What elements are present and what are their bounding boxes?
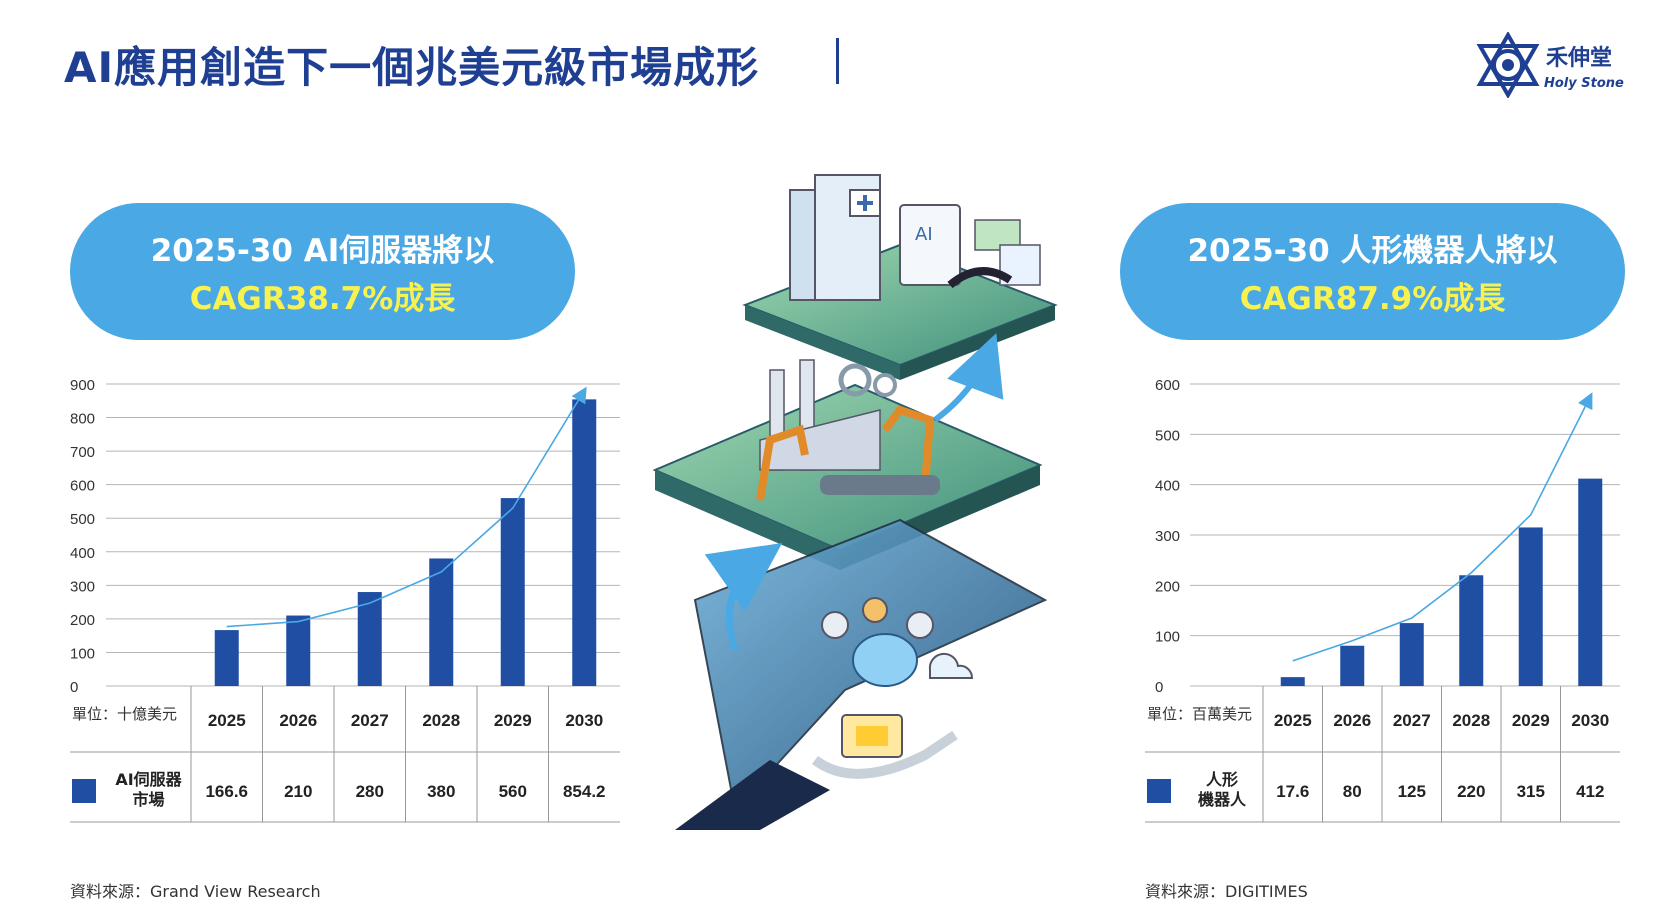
ai-industry-illustration: AI [652,174,1058,830]
bar-2029 [1518,527,1543,686]
bar-2027 [357,592,382,686]
y-tick-label: 500 [1155,427,1180,444]
y-tick-label: 900 [70,377,95,394]
x-tick-label-2029: 2029 [1512,711,1550,730]
x-tick-label-2027: 2027 [351,711,389,730]
x-tick-label-2026: 2026 [1333,711,1371,730]
left-pill-line1: 2025-30 AI伺服器將以 [150,233,495,269]
y-tick-label: 600 [1155,377,1180,394]
x-tick-label-2029: 2029 [494,711,532,730]
x-tick-label-2027: 2027 [1393,711,1431,730]
x-tick-label-2028: 2028 [1452,711,1490,730]
x-tick-label-2028: 2028 [422,711,460,730]
trend-arrow [1292,392,1593,662]
factory-board-illustration [652,333,1043,570]
data-label-2029: 315 [1517,782,1545,801]
hospital-board-illustration: AI [742,174,1058,380]
data-label-2025: 17.6 [1276,782,1309,801]
unit-label: 單位：百萬美元 [1147,705,1252,723]
y-tick-label: 0 [1155,679,1163,696]
y-tick-label: 400 [70,545,95,562]
y-tick-label: 400 [1155,478,1180,495]
series-label-line1: AI伺服器 [115,770,182,789]
bar-2030 [1578,478,1603,686]
left-pill-line2: CAGR38.7%成長 [189,281,456,317]
holy-stone-logo-icon [1476,30,1540,100]
data-label-2030: 854.2 [563,782,606,801]
y-tick-label: 0 [70,679,78,696]
legend-swatch [72,779,96,803]
bar-2025 [1280,677,1305,686]
unit-label: 單位：十億美元 [72,705,177,723]
data-label-2029: 560 [499,782,527,801]
data-label-2025: 166.6 [205,782,248,801]
x-tick-label-2026: 2026 [279,711,317,730]
svg-text:AI: AI [915,224,933,245]
series-label-line2: 機器人 [1198,790,1247,809]
y-tick-label: 800 [70,411,95,428]
page-title: AI應用創造下一個兆美元級市場成形 [64,43,760,92]
right-pill-line2: CAGR87.9%成長 [1239,281,1506,317]
bar-2026 [1340,645,1365,686]
y-tick-label: 600 [70,478,95,495]
series-label-line2: 市場 [132,790,164,809]
trend-arrow [226,386,587,628]
right-source-note: 資料來源：DIGITIMES [1145,882,1308,901]
logo-text-cn: 禾伸堂 [1546,46,1613,71]
bar-2030 [572,399,597,686]
data-label-2027: 125 [1398,782,1426,801]
data-label-2028: 220 [1457,782,1485,801]
y-tick-label: 500 [70,511,95,528]
y-tick-label: 200 [70,612,95,629]
bar-2028 [429,558,454,686]
left-ai-server-chart: 0 100 200 300 400 500 600 700 800 900 單位：十億美元 AI伺服器… [70,377,620,823]
x-tick-label-2025: 2025 [1274,711,1312,730]
right-cagr-pill: 2025-30 人形機器人將以 CAGR87.9%成長 [1120,203,1625,340]
series-label-line1: 人形 [1206,770,1238,789]
left-source-note: 資料來源：Grand View Research [70,882,321,901]
logo-text-en: Holy Stone [1544,76,1624,91]
x-tick-label-2030: 2030 [1571,711,1609,730]
data-label-2028: 380 [427,782,455,801]
legend-swatch [1147,779,1171,803]
y-tick-label: 300 [1155,528,1180,545]
data-label-2030: 412 [1576,782,1604,801]
y-tick-label: 700 [70,444,95,461]
y-tick-label: 100 [70,645,95,662]
x-tick-label-2030: 2030 [565,711,603,730]
circuit-board-illustration [675,518,1048,830]
title-divider [836,38,839,84]
data-label-2027: 280 [356,782,384,801]
y-tick-label: 100 [1155,629,1180,646]
x-tick-label-2025: 2025 [208,711,246,730]
data-label-2026: 80 [1343,782,1362,801]
bar-2027 [1399,623,1424,686]
data-label-2026: 210 [284,782,312,801]
bar-2025 [214,630,239,686]
y-tick-label: 200 [1155,578,1180,595]
bar-2028 [1459,575,1484,686]
right-pill-line1: 2025-30 人形機器人將以 [1187,233,1558,269]
bar-2026 [286,615,311,686]
y-tick-label: 300 [70,578,95,595]
left-cagr-pill: 2025-30 AI伺服器將以 CAGR38.7%成長 [70,203,575,340]
bar-2029 [500,498,525,686]
company-logo: 禾伸堂 Holy Stone [1476,30,1626,100]
